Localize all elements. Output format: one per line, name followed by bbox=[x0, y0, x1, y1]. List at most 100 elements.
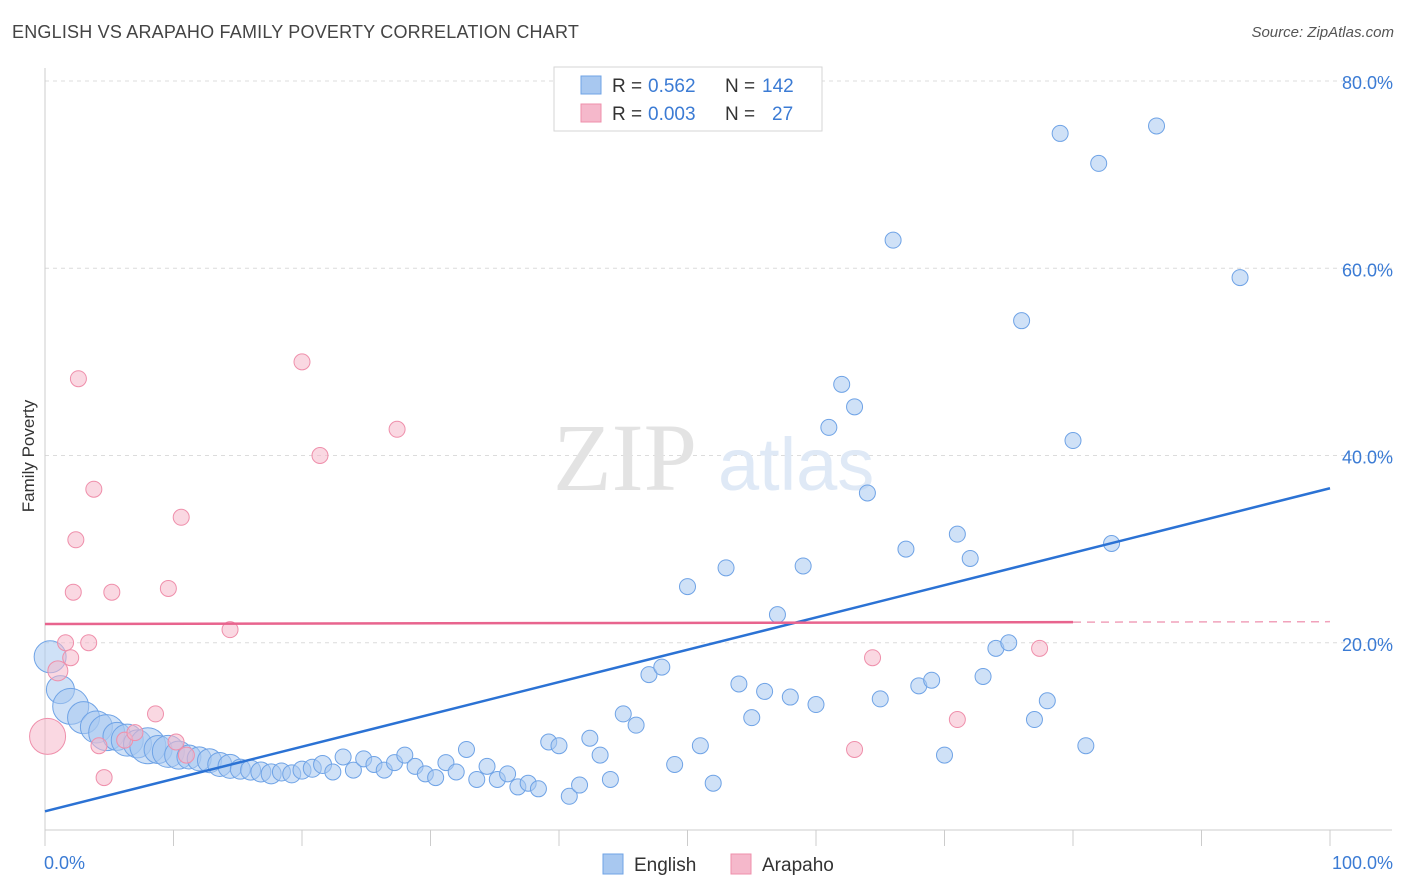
point-english bbox=[1038, 692, 1056, 710]
point-english bbox=[897, 540, 915, 558]
point-english bbox=[781, 688, 799, 706]
point-english bbox=[560, 787, 578, 805]
y-tick-label: 60.0% bbox=[1342, 260, 1393, 280]
legend-n-value-arapaho: 27 bbox=[772, 104, 793, 125]
point-english bbox=[871, 690, 889, 708]
point-english bbox=[1148, 117, 1166, 135]
point-english bbox=[730, 675, 748, 693]
point-english bbox=[396, 746, 414, 764]
point-arapaho bbox=[62, 649, 80, 667]
series-legend: English Arapaho bbox=[602, 853, 834, 876]
point-english bbox=[1025, 711, 1043, 729]
legend-r-value-arapaho: 0.003 bbox=[648, 104, 696, 125]
point-english bbox=[1013, 312, 1031, 330]
point-arapaho bbox=[29, 717, 67, 755]
legend-swatch-english bbox=[580, 75, 602, 95]
point-arapaho bbox=[95, 769, 113, 787]
point-english bbox=[334, 748, 352, 766]
trend-line-english bbox=[44, 487, 1331, 813]
point-arapaho bbox=[126, 724, 144, 742]
point-english bbox=[447, 763, 465, 781]
point-english bbox=[581, 729, 599, 747]
point-english bbox=[640, 666, 658, 684]
point-arapaho bbox=[57, 634, 75, 652]
point-arapaho bbox=[103, 583, 121, 601]
point-english bbox=[666, 755, 684, 773]
point-english bbox=[704, 774, 722, 792]
point-english bbox=[936, 746, 953, 764]
bottom-legend-swatch-arapaho bbox=[730, 853, 752, 875]
grid-lines bbox=[45, 80, 1392, 644]
point-english bbox=[756, 682, 774, 700]
legend-r-label-english: R = bbox=[612, 76, 642, 97]
point-arapaho bbox=[177, 746, 195, 764]
point-english bbox=[571, 776, 589, 794]
point-english bbox=[717, 559, 735, 577]
point-english bbox=[1231, 269, 1249, 287]
legend-r-value-english: 0.562 bbox=[648, 76, 696, 97]
legend-swatch-arapaho bbox=[580, 103, 602, 123]
point-english bbox=[1090, 154, 1108, 172]
point-english bbox=[344, 761, 362, 779]
point-english bbox=[768, 606, 786, 624]
point-english bbox=[550, 737, 568, 755]
chart-title: ENGLISH VS ARAPAHO FAMILY POVERTY CORREL… bbox=[12, 22, 580, 42]
point-english bbox=[627, 716, 645, 734]
point-arapaho bbox=[1031, 639, 1049, 657]
point-english bbox=[1064, 432, 1082, 450]
point-arapaho bbox=[172, 508, 190, 526]
bottom-legend-label-arapaho: Arapaho bbox=[762, 855, 834, 876]
point-english bbox=[614, 705, 632, 723]
series-arapaho-points bbox=[29, 353, 1049, 787]
point-english bbox=[794, 557, 812, 575]
point-arapaho bbox=[147, 705, 165, 723]
point-english bbox=[743, 709, 761, 727]
watermark-atlas: atlas bbox=[718, 423, 874, 506]
legend-n-label-english: N = bbox=[725, 76, 755, 97]
y-tick-labels: 20.0% 40.0% 60.0% 80.0% bbox=[1342, 73, 1393, 655]
point-arapaho bbox=[864, 649, 882, 667]
trend-line-arapaho bbox=[44, 620, 1074, 626]
watermark-zip: ZIP bbox=[553, 404, 697, 511]
trend-lines bbox=[44, 487, 1331, 813]
point-english bbox=[974, 667, 992, 685]
axes bbox=[44, 68, 1392, 846]
point-english bbox=[846, 398, 864, 416]
bottom-legend-label-english: English bbox=[634, 855, 696, 876]
point-english bbox=[884, 231, 902, 249]
point-arapaho bbox=[221, 621, 239, 639]
legend-r-label-arapaho: R = bbox=[612, 104, 642, 125]
point-arapaho bbox=[69, 370, 87, 388]
point-english bbox=[478, 757, 496, 775]
point-english bbox=[858, 484, 876, 502]
point-english bbox=[820, 418, 838, 436]
point-arapaho bbox=[388, 420, 406, 438]
legend-n-label-arapaho: N = bbox=[725, 104, 755, 125]
point-english bbox=[691, 737, 709, 755]
point-english bbox=[948, 525, 966, 543]
point-arapaho bbox=[64, 583, 82, 601]
point-english bbox=[591, 746, 609, 764]
x-tick-label: 0.0% bbox=[44, 853, 85, 873]
x-tick-labels: 0.0% 100.0% bbox=[44, 853, 1393, 873]
legend-n-value-english: 142 bbox=[762, 76, 794, 97]
point-english bbox=[601, 770, 619, 788]
point-english bbox=[499, 765, 517, 783]
point-arapaho bbox=[90, 737, 108, 755]
point-english bbox=[1051, 124, 1069, 142]
point-english bbox=[807, 696, 825, 714]
point-english bbox=[427, 769, 445, 787]
point-english bbox=[1077, 737, 1095, 755]
watermark: ZIP atlas bbox=[553, 404, 874, 511]
point-arapaho bbox=[80, 634, 98, 652]
point-arapaho bbox=[293, 353, 311, 371]
point-arapaho bbox=[846, 740, 864, 758]
point-english bbox=[679, 578, 696, 596]
point-arapaho bbox=[85, 480, 103, 498]
point-arapaho bbox=[167, 733, 185, 751]
point-english bbox=[1000, 634, 1018, 652]
y-tick-label: 40.0% bbox=[1342, 448, 1393, 468]
source-label: Source: ZipAtlas.com bbox=[1251, 24, 1394, 41]
point-english bbox=[961, 549, 979, 567]
